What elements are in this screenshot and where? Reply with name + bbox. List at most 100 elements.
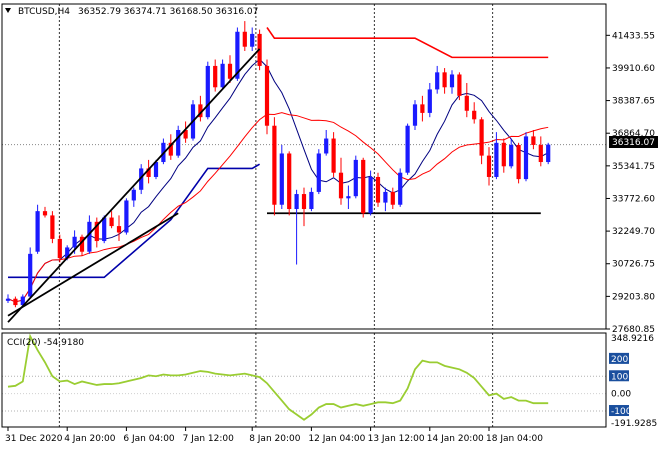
candle-body xyxy=(531,136,536,145)
bull-candle xyxy=(435,65,440,94)
time-tick-label: 8 Jan 20:00 xyxy=(249,434,301,444)
ohlc-readout: 36352.79 36374.71 36168.50 36316.07 xyxy=(78,7,258,17)
cci-levels: 200 100 -100 348.9216 0.00 -191.9285 xyxy=(2,334,657,429)
candle-body xyxy=(361,159,366,214)
price-tick-label: 29203.80 xyxy=(612,292,655,302)
candles[interactable] xyxy=(5,21,551,308)
candle-body xyxy=(198,104,203,118)
candle-body xyxy=(235,31,240,79)
price-tick-label: 36864.70 xyxy=(612,129,655,139)
ma-slow-line xyxy=(7,112,549,303)
support-resistance-lines xyxy=(8,27,549,279)
cci-level-badge-label: 200 xyxy=(611,355,628,365)
cci-label: CCI(20) -54.9180 xyxy=(7,338,84,348)
bull-candle xyxy=(316,149,321,195)
bull-candle xyxy=(279,144,284,210)
candle-body xyxy=(375,176,381,203)
candle-body xyxy=(35,211,40,252)
candle-body xyxy=(205,65,210,118)
candle-body xyxy=(139,168,144,190)
candle-body xyxy=(13,298,18,306)
candle-body xyxy=(309,191,314,210)
symbol-menu-icon[interactable] xyxy=(5,8,11,13)
price-tick-label: 38387.65 xyxy=(612,97,655,107)
cci-level-badge xyxy=(609,405,629,417)
bull-candle xyxy=(509,138,514,169)
candle-body xyxy=(546,144,551,163)
price-tick-label: 33772.60 xyxy=(612,194,655,204)
bear-candle xyxy=(272,117,277,216)
candle-body xyxy=(301,194,307,210)
time-tick-label: 18 Jan 04:00 xyxy=(486,434,543,444)
candle-body xyxy=(146,168,151,177)
chart-symbol: BTCUSD,H4 xyxy=(18,7,70,17)
bear-candle xyxy=(501,138,506,173)
candle-body xyxy=(346,196,351,199)
time-tick-label: 6 Jan 04:00 xyxy=(123,434,175,444)
bull-candle xyxy=(139,164,144,195)
candle-body xyxy=(242,31,247,47)
bear-candle xyxy=(457,72,462,101)
bear-candle xyxy=(50,211,55,244)
time-tick-label: 31 Dec 2020 xyxy=(5,434,63,444)
bull-candle xyxy=(398,168,403,207)
candle-body xyxy=(538,144,543,163)
candle-body xyxy=(398,172,403,205)
bull-candle xyxy=(5,294,11,303)
candle-body xyxy=(131,189,136,201)
bull-candle xyxy=(405,123,410,175)
bear-candle xyxy=(13,296,18,308)
cci-line xyxy=(7,333,549,421)
candle-body xyxy=(420,104,425,113)
price-tag-value: 36316.07 xyxy=(612,138,655,148)
bull-candle xyxy=(494,132,499,180)
candle-body xyxy=(116,226,122,233)
candle-body xyxy=(50,215,55,239)
candle-body xyxy=(28,253,33,297)
bear-candle xyxy=(375,172,381,207)
bull-candle xyxy=(427,83,432,118)
candle-body xyxy=(176,129,181,156)
bear-candle xyxy=(287,151,292,216)
bull-candle xyxy=(353,155,358,199)
bear-candle xyxy=(331,132,336,177)
bull-candle xyxy=(294,189,299,265)
price-pane-border xyxy=(1,3,607,330)
time-tick-label: 4 Jan 20:00 xyxy=(64,434,116,444)
candle-body xyxy=(494,142,499,177)
price-tick-label: 27680.85 xyxy=(612,325,655,335)
cci-indicator xyxy=(7,333,549,421)
cci-scale-label: 0.00 xyxy=(611,390,631,400)
price-tick-label: 39910.60 xyxy=(612,64,655,74)
bull-candle xyxy=(523,132,529,182)
candle-body xyxy=(20,296,25,306)
bear-candle xyxy=(420,95,425,122)
bear-candle xyxy=(198,95,203,122)
candle-body xyxy=(501,142,506,167)
cci-level-badge-label: 100 xyxy=(611,372,628,382)
time-tick-label: 13 Jan 12:00 xyxy=(368,434,425,444)
bear-candle xyxy=(116,215,122,242)
bear-candle xyxy=(264,59,270,135)
cci-level-badge-label: -100 xyxy=(611,407,632,417)
bear-candle xyxy=(94,217,99,248)
bear-candle xyxy=(42,206,48,218)
cci-level-badge xyxy=(609,370,629,382)
bull-candle xyxy=(124,198,129,235)
trendline xyxy=(7,212,179,317)
candle-body xyxy=(102,217,107,242)
price-tick-label: 30726.75 xyxy=(612,260,655,270)
bull-candle xyxy=(368,170,373,216)
candle-body xyxy=(168,142,173,156)
cci-level-badge xyxy=(609,352,629,364)
candle-body xyxy=(213,65,218,88)
bear-candle xyxy=(516,142,521,184)
cci-scale-label: 348.9216 xyxy=(611,334,654,344)
bull-candle xyxy=(383,187,388,212)
candle-body xyxy=(324,138,329,154)
candle-body xyxy=(294,194,299,210)
candle-body xyxy=(509,144,514,167)
candle-body xyxy=(472,110,477,120)
